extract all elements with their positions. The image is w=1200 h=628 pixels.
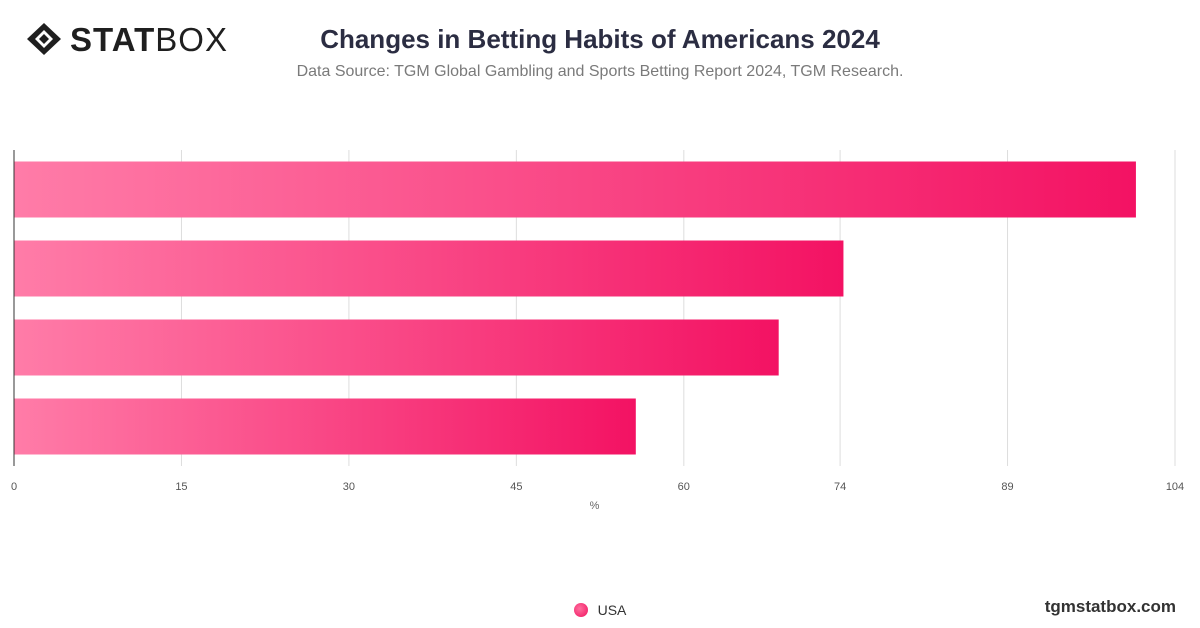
legend-swatch [573, 603, 588, 617]
x-tick-label: 60 [678, 481, 690, 493]
logo-light: BOX [155, 20, 228, 58]
x-tick-label: 104 [1166, 481, 1184, 493]
x-tick-label: 45 [510, 481, 522, 493]
x-tick-label: 0 [11, 481, 17, 493]
logo-bold: STAT [70, 20, 156, 58]
x-tick-label: 74 [834, 481, 846, 493]
statbox-logo: STATBOX [26, 22, 228, 56]
bars [14, 161, 1136, 455]
legend-label-usa: USA [597, 602, 627, 618]
x-axis-ticks: 0 15 30 45 60 74 89 104 [11, 481, 1184, 493]
bar[interactable] [14, 319, 779, 376]
x-tick-label: 30 [343, 481, 355, 493]
x-tick-label: 15 [175, 481, 187, 493]
legend[interactable]: USA [0, 602, 1200, 618]
site-url: tgmstatbox.com [1044, 597, 1176, 616]
bar[interactable] [14, 398, 636, 455]
chart-title: Changes in Betting Habits of Americans 2… [320, 24, 880, 54]
bar[interactable] [14, 240, 844, 297]
bar[interactable] [14, 161, 1136, 218]
logo-wordmark: STATBOX [70, 23, 228, 56]
diamond-logo-icon [27, 23, 61, 55]
chart-subtitle: Data Source: TGM Global Gambling and Spo… [296, 63, 904, 80]
x-tick-label: 89 [1001, 481, 1013, 493]
x-axis-label: % [590, 500, 600, 512]
